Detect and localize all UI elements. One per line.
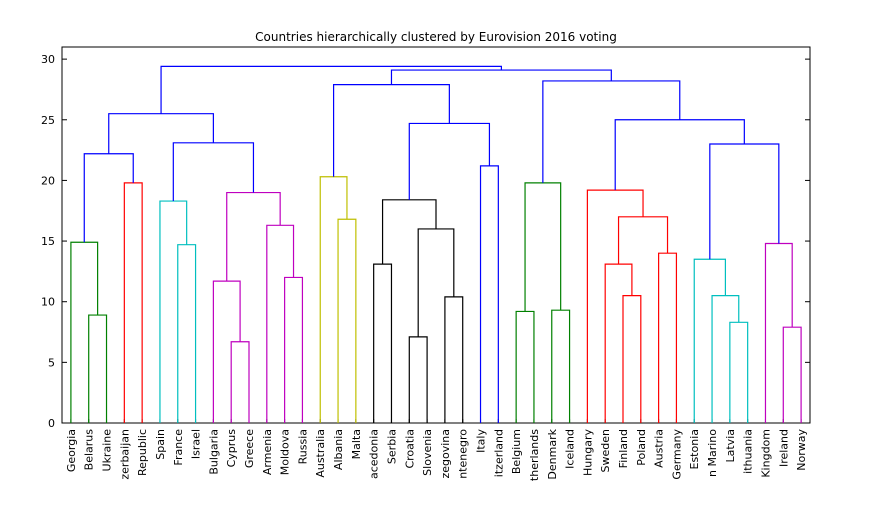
- dendrogram-link: [542, 80, 681, 183]
- dendrogram-link: [284, 276, 304, 423]
- y-tick-label: 15: [41, 235, 55, 248]
- leaf-label: n Marino: [706, 429, 719, 477]
- leaf-label: Slovenia: [421, 429, 434, 476]
- dendrogram-link: [108, 113, 214, 154]
- dendrogram-link: [373, 263, 393, 423]
- y-tick-label: 25: [41, 114, 55, 127]
- leaf-label: Australia: [314, 429, 327, 478]
- leaf-label: Belarus: [83, 429, 96, 471]
- leaf-label: Ireland: [777, 429, 790, 467]
- leaf-label: Ukraine: [101, 429, 114, 472]
- dendrogram-link: [266, 224, 295, 423]
- leaf-label: Malta: [350, 429, 363, 459]
- dendrogram-link: [408, 122, 491, 200]
- leaf-label: Greece: [243, 429, 256, 468]
- dendrogram-link: [160, 65, 502, 114]
- dendrogram-link: [604, 263, 633, 423]
- leaf-label: Bulgaria: [207, 429, 220, 475]
- leaf-label: Poland: [635, 429, 648, 466]
- leaf-label: therlands: [528, 429, 541, 481]
- y-tick-label: 5: [48, 356, 55, 369]
- dendrogram-link: [658, 252, 678, 423]
- leaf-label: Italy: [475, 429, 488, 453]
- leaf-label: Russia: [296, 429, 309, 464]
- y-tick-label: 30: [41, 53, 55, 66]
- leaf-label: Germany: [670, 429, 683, 480]
- leaf-label: zerbaijan: [118, 429, 131, 480]
- dendrogram-link: [381, 199, 437, 265]
- leaf-label: Hungary: [581, 429, 594, 476]
- y-tick-label: 20: [41, 174, 55, 187]
- leaf-label: Latvia: [724, 429, 737, 463]
- leaf-label: Israel: [190, 429, 203, 459]
- leaf-label: acedonia: [368, 429, 381, 479]
- dendrogram-link: [782, 326, 802, 423]
- y-tick-label: 10: [41, 296, 55, 309]
- leaf-label: ntenegro: [457, 429, 470, 479]
- leaf-label: Croatia: [403, 429, 416, 469]
- leaf-label: Kingdom: [759, 429, 772, 478]
- leaf-label: Georgia: [65, 429, 78, 472]
- leaf-label: Iceland: [564, 429, 577, 469]
- axes-frame: [61, 46, 811, 424]
- leaf-label: Finland: [617, 429, 630, 468]
- leaf-label: Austria: [653, 429, 666, 468]
- leaf-label: ithuania: [742, 429, 755, 474]
- leaf-label: France: [172, 429, 185, 466]
- leaf-label: itzerland: [492, 429, 505, 477]
- dendrogram-link: [88, 314, 108, 423]
- leaf-label: Serbia: [385, 429, 398, 464]
- leaf-label: Denmark: [546, 428, 559, 479]
- dendrogram-link: [479, 165, 499, 423]
- leaf-label: Estonia: [688, 429, 701, 470]
- dendrogram-link: [586, 189, 644, 423]
- dendrogram-link: [515, 310, 535, 423]
- leaf-label: Moldova: [279, 429, 292, 475]
- leaf-label: Armenia: [261, 429, 274, 475]
- leaf-label: Spain: [154, 429, 167, 460]
- leaf-label: Norway: [795, 429, 808, 471]
- leaf-label: Sweden: [599, 429, 612, 472]
- dendrogram-link: [159, 200, 188, 423]
- leaf-label: Republic: [136, 429, 149, 476]
- y-tick-label: 0: [48, 417, 55, 430]
- dendrogram-link: [408, 336, 428, 423]
- leaf-label: zegovina: [439, 429, 452, 479]
- chart-title: Countries hierarchically clustered by Eu…: [255, 30, 617, 44]
- leaf-label: Belgium: [510, 429, 523, 474]
- dendrogram-link: [390, 69, 612, 85]
- leaf-label: Cyprus: [225, 429, 238, 468]
- dendrogram-link: [319, 176, 348, 423]
- leaf-label: Albania: [332, 429, 345, 470]
